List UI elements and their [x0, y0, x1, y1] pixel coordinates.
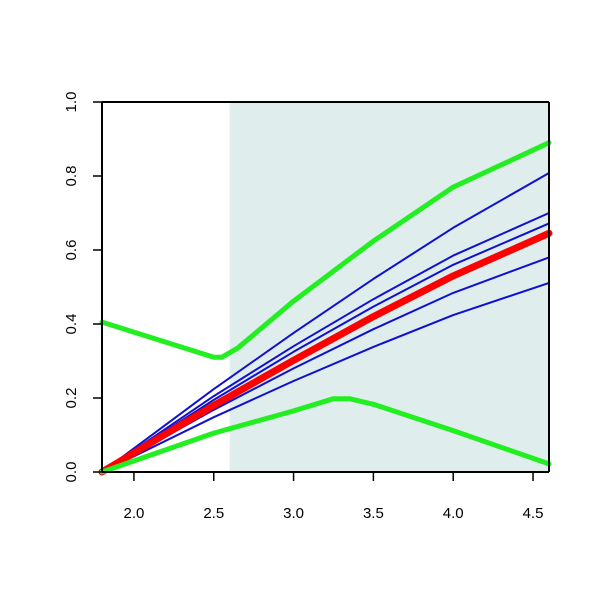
blue-line-5 [101, 281, 550, 473]
blue-line-2 [101, 212, 550, 473]
x-tick-label: 2.5 [203, 505, 224, 522]
y-tick-label: 0.6 [63, 240, 80, 261]
blue-line-3 [101, 222, 550, 473]
y-tick-label: 0.8 [63, 166, 80, 187]
red-mean-line [98, 229, 553, 476]
green-envelope-1 [99, 140, 552, 360]
x-tick-label: 3.5 [363, 505, 384, 522]
y-tick-label: 1.0 [63, 92, 80, 113]
axes-layer: 2.0 2.5 3.0 3.5 4.0 4.5 0.0 0.2 0.4 0.6 0.8 1.0 [63, 92, 550, 522]
y-tick-label: 0.4 [63, 314, 80, 335]
x-tick-label: 4.5 [523, 505, 544, 522]
y-tick-label: 0.0 [63, 462, 80, 483]
x-tick-label: 2.0 [123, 505, 144, 522]
green-envelope-2 [99, 396, 552, 475]
x-tick-label: 4.0 [443, 505, 464, 522]
y-tick-label: 0.2 [63, 388, 80, 409]
series-layer [98, 140, 553, 476]
x-tick-label: 3.0 [283, 505, 304, 522]
blue-line-1 [101, 172, 550, 473]
